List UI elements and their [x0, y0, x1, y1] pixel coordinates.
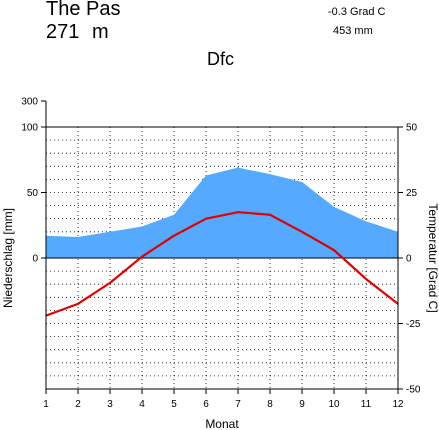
elevation-unit: m [92, 21, 109, 43]
right-tick-label: -50 [406, 385, 421, 396]
annual-temperature: -0.3 Grad C [328, 6, 386, 18]
annual-precipitation: 453 mm [333, 25, 373, 37]
x-tick-label: 3 [107, 399, 113, 410]
x-tick-label: 12 [392, 399, 404, 410]
right-tick-label: 50 [406, 123, 418, 134]
x-tick-label: 6 [203, 399, 209, 410]
x-tick-label: 5 [171, 399, 177, 410]
x-axis-label: Monat [205, 417, 239, 430]
left-tick-label: 0 [32, 254, 38, 265]
left-tick-label: 300 [21, 97, 38, 108]
elevation-value: 271 [46, 21, 80, 43]
left-tick-label: 50 [27, 188, 39, 199]
right-axis-label: Temperatur [Grad C] [426, 203, 439, 312]
x-tick-label: 4 [139, 399, 145, 410]
precipitation-area [46, 167, 398, 258]
x-tick-label: 7 [235, 399, 241, 410]
right-tick-label: 25 [406, 188, 418, 199]
right-axis-ticks: 50 25 0 -25 -50 [398, 123, 421, 396]
x-tick-label: 2 [75, 399, 81, 410]
right-tick-label: 0 [406, 254, 412, 265]
x-tick-label: 1 [43, 399, 49, 410]
station-name: The Pas [46, 0, 121, 20]
x-tick-label: 11 [361, 399, 372, 410]
right-tick-label: -25 [406, 319, 421, 330]
x-tick-label: 9 [299, 399, 305, 410]
left-axis-label: Niederschlag [mm] [1, 208, 15, 308]
left-tick-label: 100 [21, 123, 38, 134]
x-axis-ticks: 1 2 3 4 5 6 7 8 9 10 11 12 [43, 389, 404, 410]
x-tick-label: 10 [328, 399, 340, 410]
climate-class: Dfc [207, 49, 234, 69]
x-tick-label: 8 [267, 399, 273, 410]
left-axis-ticks: 300 100 50 0 [21, 97, 47, 265]
temperature-line [45, 211, 399, 317]
